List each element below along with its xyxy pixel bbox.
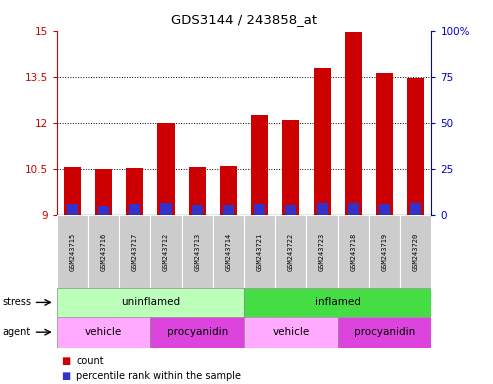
Bar — [379, 204, 390, 215]
Text: inflamed: inflamed — [315, 297, 361, 308]
Bar — [129, 204, 141, 215]
Text: GSM243712: GSM243712 — [163, 232, 169, 271]
Text: ■: ■ — [62, 356, 71, 366]
Bar — [369, 215, 400, 288]
Text: GSM243713: GSM243713 — [194, 232, 200, 271]
Bar — [88, 215, 119, 288]
Text: GSM243721: GSM243721 — [257, 232, 263, 271]
Bar — [407, 78, 424, 215]
Bar — [338, 317, 431, 348]
Bar — [251, 114, 268, 215]
Bar — [57, 215, 88, 288]
Bar — [57, 317, 150, 348]
Bar — [192, 205, 203, 215]
Bar — [160, 204, 172, 215]
Bar — [254, 204, 265, 215]
Bar — [95, 169, 112, 215]
Text: GSM243718: GSM243718 — [351, 232, 356, 271]
Text: GSM243722: GSM243722 — [288, 232, 294, 271]
Bar — [307, 215, 338, 288]
Bar — [314, 68, 331, 215]
Bar — [338, 215, 369, 288]
Text: GSM243714: GSM243714 — [225, 232, 231, 271]
Bar — [410, 204, 422, 215]
Bar — [150, 215, 181, 288]
Bar — [282, 120, 299, 215]
Bar — [119, 215, 150, 288]
Bar — [64, 167, 81, 215]
Bar — [150, 317, 244, 348]
Bar — [244, 215, 275, 288]
Bar — [181, 215, 213, 288]
Text: stress: stress — [2, 297, 32, 308]
Text: GDS3144 / 243858_at: GDS3144 / 243858_at — [171, 13, 317, 26]
Bar — [67, 204, 78, 215]
Text: percentile rank within the sample: percentile rank within the sample — [76, 371, 242, 381]
Bar — [275, 215, 307, 288]
Bar — [400, 215, 431, 288]
Text: GSM243715: GSM243715 — [70, 232, 75, 271]
Bar — [223, 205, 234, 215]
Bar — [213, 215, 244, 288]
Text: GSM243716: GSM243716 — [101, 232, 106, 271]
Bar — [376, 73, 393, 215]
Bar — [244, 317, 338, 348]
Bar — [98, 206, 109, 215]
Bar — [57, 288, 244, 317]
Bar — [285, 205, 296, 215]
Bar — [317, 203, 328, 215]
Bar — [157, 123, 175, 215]
Text: count: count — [76, 356, 104, 366]
Text: vehicle: vehicle — [85, 327, 122, 337]
Text: GSM243723: GSM243723 — [319, 232, 325, 271]
Bar — [345, 32, 362, 215]
Bar — [244, 288, 431, 317]
Text: vehicle: vehicle — [272, 327, 310, 337]
Text: uninflamed: uninflamed — [121, 297, 180, 308]
Bar — [126, 168, 143, 215]
Text: GSM243717: GSM243717 — [132, 232, 138, 271]
Text: procyanidin: procyanidin — [167, 327, 228, 337]
Text: procyanidin: procyanidin — [354, 327, 415, 337]
Text: ■: ■ — [62, 371, 71, 381]
Text: GSM243719: GSM243719 — [382, 232, 387, 271]
Text: agent: agent — [2, 327, 31, 337]
Bar — [189, 167, 206, 215]
Bar — [348, 204, 359, 215]
Text: GSM243720: GSM243720 — [413, 232, 419, 271]
Bar — [220, 166, 237, 215]
